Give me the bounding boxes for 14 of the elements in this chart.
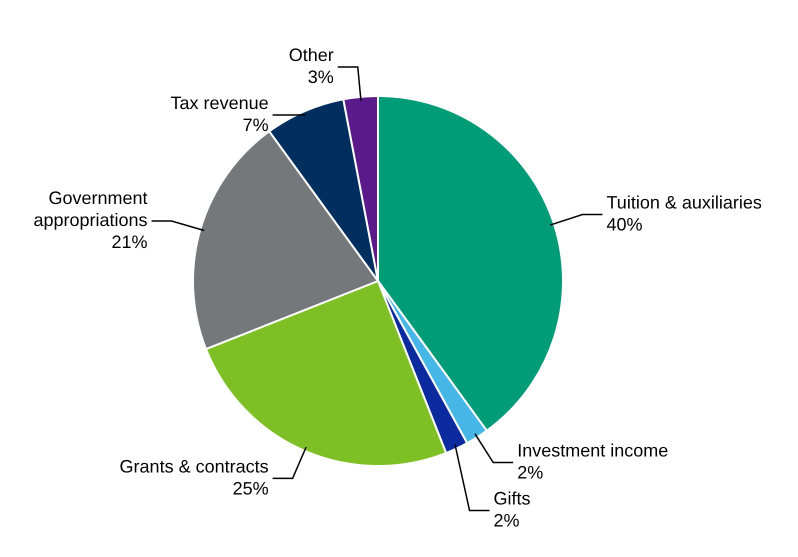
slice-label: Other	[288, 44, 334, 65]
data-label: 2%	[517, 462, 544, 482]
data-label: 3%	[308, 66, 334, 87]
slice-label: Tuition & auxiliaries	[606, 192, 762, 213]
slice-label: Investment income	[517, 440, 668, 460]
slice-label: Grants & contracts	[120, 456, 269, 476]
data-label: 25%	[232, 478, 269, 498]
slice-label: Gifts	[494, 488, 531, 508]
data-label: 2%	[494, 510, 520, 530]
slice-label: Government appropriations	[33, 188, 148, 230]
data-label: 40%	[606, 214, 643, 235]
data-label: 7%	[242, 114, 269, 135]
data-label: 21%	[112, 232, 148, 252]
slice-label: Tax revenue	[170, 92, 269, 113]
